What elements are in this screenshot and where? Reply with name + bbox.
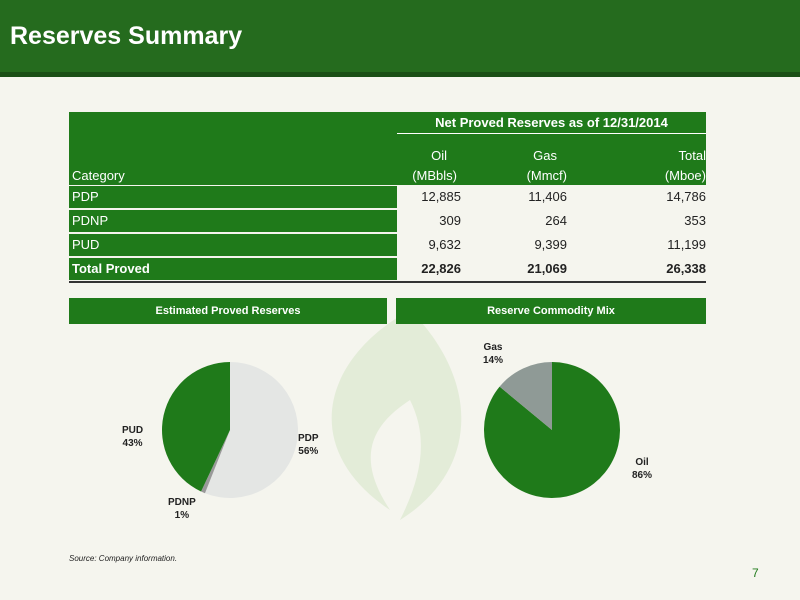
cell-total: 11,199 bbox=[667, 237, 706, 252]
pie-label-oil: Oil 86% bbox=[632, 457, 653, 481]
col-unit-oil: (MBbls) bbox=[412, 168, 457, 183]
row-label: PDP bbox=[69, 186, 397, 208]
pie-chart-reserve-commodity-mix bbox=[484, 362, 620, 498]
cell-gas: 11,406 bbox=[528, 189, 567, 204]
cell-gas: 264 bbox=[545, 213, 567, 228]
page-title: Reserves Summary bbox=[10, 22, 243, 50]
cell-oil: 309 bbox=[439, 213, 461, 228]
pie-slice-pud bbox=[162, 362, 230, 492]
col-unit-gas: (Mmcf) bbox=[526, 168, 567, 183]
cell-oil: 22,826 bbox=[421, 261, 461, 276]
total-row-rule bbox=[69, 281, 706, 283]
cell-oil: 9,632 bbox=[428, 237, 461, 252]
header-divider bbox=[0, 72, 800, 77]
pie-label-pdp: PDP 56% bbox=[298, 433, 319, 457]
cell-total: 14,786 bbox=[666, 189, 706, 204]
pie-slice-pdnp bbox=[201, 430, 230, 494]
page-number: 7 bbox=[752, 566, 759, 580]
cell-gas: 21,069 bbox=[527, 261, 567, 276]
pie-slice-gas bbox=[499, 362, 552, 430]
row-label: PUD bbox=[69, 234, 397, 256]
super-header-underline bbox=[397, 133, 706, 134]
cell-oil: 12,885 bbox=[421, 189, 461, 204]
pie-label-pdnp: PDNP 1% bbox=[168, 497, 196, 521]
header-bar bbox=[0, 0, 800, 72]
col-header-gas: Gas bbox=[533, 148, 557, 163]
chart-title-bar-right: Reserve Commodity Mix bbox=[396, 298, 706, 324]
flame-logo-watermark bbox=[331, 310, 462, 520]
source-note: Source: Company information. bbox=[69, 554, 178, 563]
cell-total: 353 bbox=[684, 213, 706, 228]
col-header-oil: Oil bbox=[431, 148, 447, 163]
pie-label-gas: Gas 14% bbox=[483, 342, 504, 366]
pie-label-pud: PUD 43% bbox=[122, 425, 144, 449]
table-super-header: Net Proved Reserves as of 12/31/2014 bbox=[435, 115, 668, 130]
col-header-category: Category bbox=[72, 168, 125, 183]
col-header-total: Total bbox=[678, 148, 706, 163]
cell-total: 26,338 bbox=[666, 261, 706, 276]
cell-gas: 9,399 bbox=[534, 237, 567, 252]
chart-title-bar-left: Estimated Proved Reserves bbox=[69, 298, 387, 324]
row-label: PDNP bbox=[69, 210, 397, 232]
table-header bbox=[69, 112, 706, 185]
col-unit-total: (Mboe) bbox=[664, 168, 706, 183]
pie-slice-pdp bbox=[204, 362, 298, 498]
row-label: Total Proved bbox=[69, 258, 397, 280]
pie-chart-estimated-proved-reserves bbox=[162, 362, 298, 498]
